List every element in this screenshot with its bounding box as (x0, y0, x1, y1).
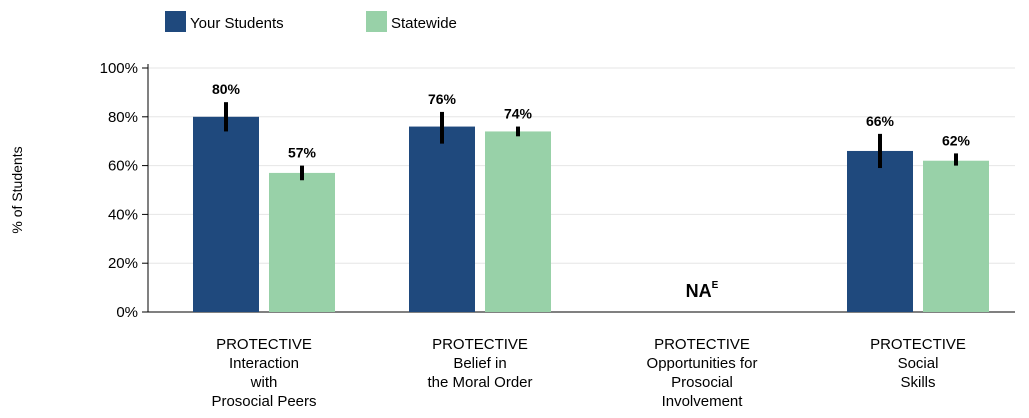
y-tick-label: 20% (108, 255, 138, 272)
category-labels: PROTECTIVE Interaction with Prosocial Peers… (211, 336, 965, 410)
legend-label: Your Students (190, 15, 284, 32)
na-labels: NAE (686, 280, 719, 301)
y-tick-label: 60% (108, 158, 138, 175)
bar-value-label: 57% (288, 145, 317, 161)
bar-value-label: 62% (942, 132, 971, 148)
legend: Your Students Statewide (165, 11, 457, 32)
bars (193, 116, 989, 312)
bar-value-label: 76% (428, 91, 457, 107)
category-label: Prosocial Peers (211, 393, 316, 410)
category-label: PROTECTIVE (216, 336, 312, 353)
y-tick-label: 80% (108, 109, 138, 126)
bar (485, 131, 551, 312)
category-label: Involvement (662, 393, 744, 410)
error-bars (224, 102, 958, 181)
category-label: Opportunities for (647, 355, 758, 372)
bar (409, 126, 475, 312)
legend-swatch (165, 11, 186, 32)
category-label: Skills (900, 374, 935, 391)
category-label: the Moral Order (427, 374, 532, 391)
na-superscript: E (712, 280, 719, 291)
bar-value-label: 74% (504, 106, 533, 122)
bar (923, 160, 989, 312)
y-tick-label: 40% (108, 206, 138, 223)
bar-value-label: 80% (212, 81, 241, 97)
bar (269, 172, 335, 312)
category-label: Prosocial (671, 374, 733, 391)
legend-label: Statewide (391, 15, 457, 32)
bar-value-label: 66% (866, 113, 895, 129)
bar-value-labels: 80% 76% 66% 57% 74% 62% (212, 81, 971, 160)
category-label: PROTECTIVE (432, 336, 528, 353)
category-label: Social (898, 355, 939, 372)
legend-swatch (366, 11, 387, 32)
category-label: Belief in (453, 355, 506, 372)
bar (847, 150, 913, 312)
y-tick-label: 0% (116, 304, 138, 321)
category-label: PROTECTIVE (654, 336, 750, 353)
category-label: with (250, 374, 278, 391)
na-label: NAE (686, 280, 719, 301)
category-label: PROTECTIVE (870, 336, 966, 353)
category-label: Interaction (229, 355, 299, 372)
bar (193, 116, 259, 312)
y-tick-label: 100% (100, 60, 138, 77)
y-axis-label: % of Students (9, 146, 25, 233)
